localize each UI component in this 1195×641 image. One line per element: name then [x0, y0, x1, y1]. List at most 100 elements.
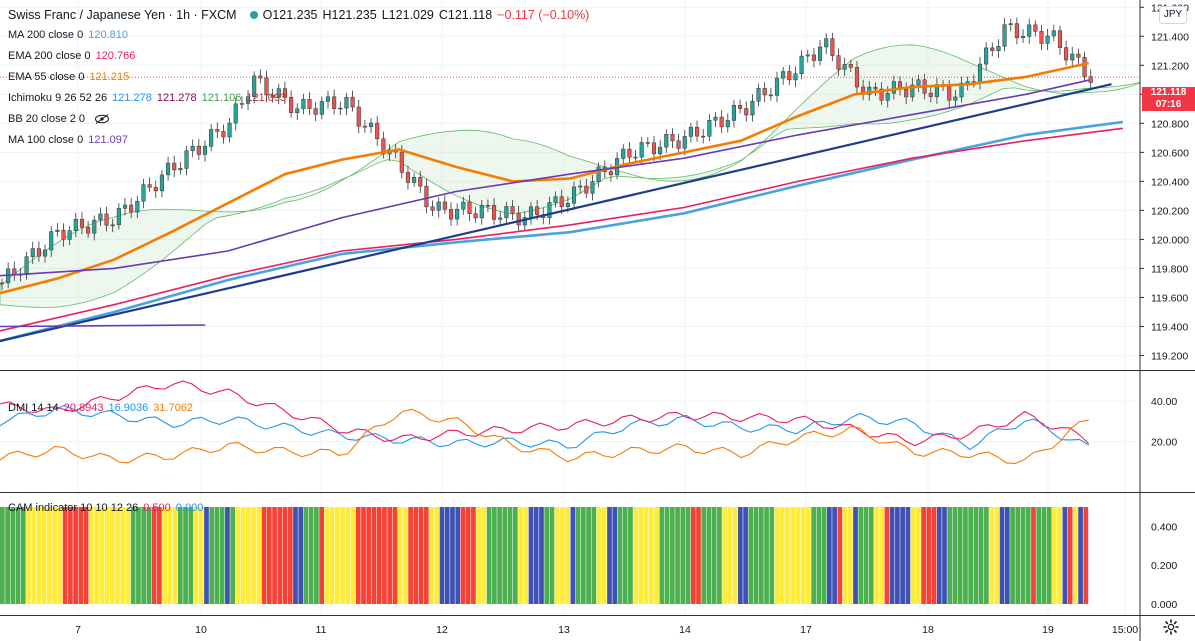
- cam-bar: [486, 507, 492, 604]
- cam-bar: [795, 507, 801, 604]
- candle-body: [430, 206, 435, 211]
- cam-bar: [266, 507, 272, 604]
- cam-bar: [418, 507, 424, 604]
- candle-body: [424, 185, 429, 208]
- candle-body: [1082, 57, 1087, 77]
- candle-body: [209, 129, 214, 147]
- cam-bar: [471, 507, 476, 604]
- candle-body: [799, 55, 804, 75]
- cam-bar: [136, 507, 141, 604]
- cam-bar: [675, 507, 680, 604]
- cam-bar: [528, 507, 534, 604]
- cam-bar: [31, 507, 37, 604]
- cam-bar: [1041, 507, 1047, 604]
- candle-body: [904, 89, 909, 98]
- candle-body: [885, 93, 890, 101]
- cam-bar: [308, 507, 314, 604]
- candle-body: [738, 104, 743, 109]
- cam-bar: [738, 507, 743, 604]
- candle-body: [49, 231, 54, 251]
- currency-badge[interactable]: JPY: [1159, 6, 1187, 24]
- cam-bar: [701, 507, 707, 604]
- candle-body: [1027, 24, 1032, 37]
- time-tick-label: 13: [558, 624, 570, 636]
- cam-bar: [444, 507, 450, 604]
- candle-body: [953, 96, 958, 101]
- candle-body: [1020, 36, 1026, 38]
- cam-bar: [769, 507, 775, 604]
- cam-bar: [915, 507, 921, 604]
- cam-bar: [99, 507, 105, 604]
- candle-body: [694, 126, 700, 137]
- cam-bar: [151, 507, 157, 604]
- gear-icon[interactable]: [1163, 619, 1179, 635]
- candle-body: [1057, 30, 1062, 48]
- cam-bar: [246, 507, 251, 604]
- cam-bar: [816, 507, 822, 604]
- cam-bar: [334, 507, 340, 604]
- candle-body: [651, 142, 657, 155]
- cam-bar: [1057, 507, 1063, 604]
- price-tick-label: 120.400: [1151, 176, 1189, 188]
- candle-body: [910, 84, 915, 98]
- price-pane[interactable]: [0, 17, 1141, 343]
- cam-bar: [905, 507, 911, 604]
- candle-body: [879, 88, 884, 101]
- candle-body: [1088, 76, 1093, 83]
- cam-bar: [921, 507, 926, 604]
- candle-body: [344, 96, 349, 109]
- cam-bar: [209, 507, 215, 604]
- cam-bar: [455, 507, 461, 604]
- cam-bar: [57, 507, 63, 604]
- last-price: 121.118: [1150, 87, 1187, 98]
- cam-bar: [225, 507, 230, 604]
- candle-body: [1045, 35, 1050, 44]
- dmi-line: [0, 408, 1089, 464]
- cam-bar: [837, 507, 843, 604]
- candle-body: [418, 177, 423, 187]
- cam-bar: [492, 507, 497, 604]
- candle-body: [467, 201, 472, 214]
- cam-bar: [1067, 507, 1073, 604]
- candle-body: [92, 219, 97, 234]
- cam-bar: [376, 507, 382, 604]
- candle-body: [492, 205, 497, 220]
- candle-body: [762, 88, 767, 96]
- cam-pane[interactable]: [0, 507, 1089, 604]
- candle-body: [553, 196, 558, 203]
- cam-bar: [423, 507, 429, 604]
- cam-bar: [314, 507, 319, 604]
- candle-body: [473, 213, 478, 219]
- cam-bar: [78, 507, 84, 604]
- candle-body: [325, 96, 331, 102]
- candle-body: [122, 204, 128, 209]
- price-tick-label: 119.800: [1151, 263, 1188, 275]
- candle-body: [485, 205, 490, 207]
- candle-body: [658, 146, 663, 155]
- cam-bar: [889, 507, 895, 604]
- cam-bar: [361, 507, 366, 604]
- cam-bar: [397, 507, 403, 604]
- cam-bar: [83, 507, 89, 604]
- cam-bar: [994, 507, 1000, 604]
- cam-bar: [1078, 507, 1083, 604]
- cam-bar: [580, 507, 586, 604]
- cam-bar: [355, 507, 361, 604]
- candle-body: [442, 201, 447, 210]
- cam-bar: [198, 507, 204, 604]
- cam-bar: [115, 507, 120, 604]
- time-tick-label: 12: [436, 624, 448, 636]
- candle-body: [295, 108, 300, 113]
- cam-bar: [539, 507, 544, 604]
- candle-body: [289, 97, 294, 113]
- candle-body: [744, 108, 749, 116]
- cam-bar: [408, 507, 413, 604]
- candle-body: [664, 134, 669, 148]
- time-tick-label: 10: [195, 624, 207, 636]
- cam-bar: [36, 507, 42, 604]
- dmi-pane[interactable]: [0, 380, 1090, 464]
- cam-bar: [0, 507, 5, 604]
- candle-body: [682, 136, 687, 149]
- cam-bar: [790, 507, 796, 604]
